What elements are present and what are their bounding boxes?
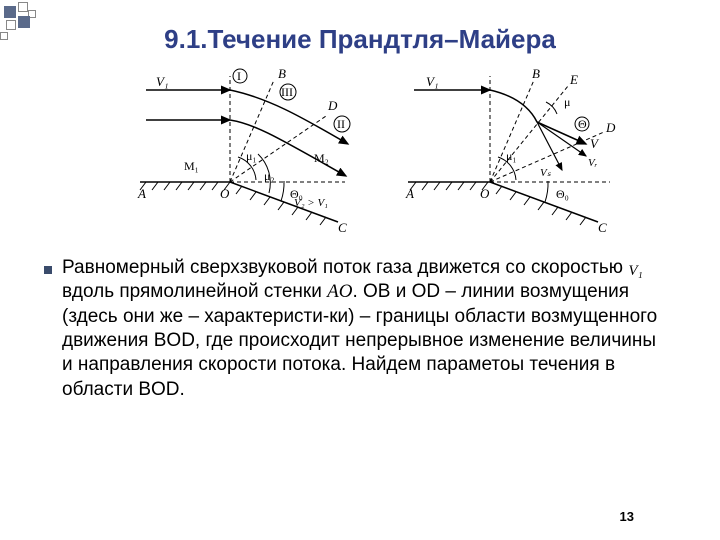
svg-text:O: O (480, 186, 490, 201)
symbol-v1: V₁ (628, 263, 642, 279)
svg-text:μ: μ (564, 95, 570, 109)
svg-text:D: D (605, 120, 616, 135)
svg-text:V: V (590, 136, 600, 151)
svg-text:Θ₀: Θ₀ (556, 187, 569, 201)
svg-text:V₁: V₁ (426, 74, 438, 89)
para-pre: Равномерный сверхзвуковой поток газа дви… (62, 257, 628, 278)
svg-text:Vᵣ: Vᵣ (588, 157, 598, 169)
svg-text:I: I (237, 69, 241, 83)
svg-text:Θ: Θ (578, 117, 587, 131)
svg-text:Vₛ: Vₛ (540, 167, 552, 179)
svg-text:μ₁: μ₁ (246, 149, 257, 163)
svg-text:V₁: V₁ (156, 74, 168, 89)
svg-text:μ₂: μ₂ (264, 169, 275, 183)
slide-title: 9.1.Течение Прандтля–Майера (0, 24, 720, 55)
bullet-icon (44, 266, 52, 274)
decor-sq (18, 2, 28, 12)
left-diagram: V₁ I III II B D M₁ M₂ μ₁ μ₂ Θ₀ A O C V₂ … (137, 66, 350, 234)
svg-text:II: II (337, 117, 345, 131)
svg-text:A: A (137, 186, 146, 201)
svg-text:A: A (405, 186, 414, 201)
svg-text:O: O (220, 186, 230, 201)
para-mid: вдоль прямолинейной стенки (62, 281, 327, 302)
page-number: 13 (620, 509, 634, 524)
body-paragraph: Равномерный сверхзвуковой поток газа дви… (62, 256, 667, 402)
svg-text:B: B (278, 66, 286, 81)
svg-text:M₁: M₁ (184, 159, 199, 173)
decor-sq (4, 6, 16, 18)
svg-text:C: C (598, 220, 607, 234)
svg-text:C: C (338, 220, 347, 234)
svg-text:III: III (281, 85, 293, 99)
svg-text:E: E (569, 72, 578, 87)
right-diagram: Θ V₁ B E D V Vᵣ Vₛ μ μ₁ Θ₀ A O C (405, 66, 616, 234)
svg-text:V₂ > V₁: V₂ > V₁ (294, 197, 328, 209)
diagram-figure: V₁ I III II B D M₁ M₂ μ₁ μ₂ Θ₀ A O C V₂ … (130, 62, 630, 234)
svg-text:B: B (532, 66, 540, 81)
svg-text:M₂: M₂ (314, 151, 329, 165)
svg-text:μ₁: μ₁ (506, 149, 517, 163)
symbol-ao: AO (327, 281, 352, 302)
svg-text:D: D (327, 98, 338, 113)
